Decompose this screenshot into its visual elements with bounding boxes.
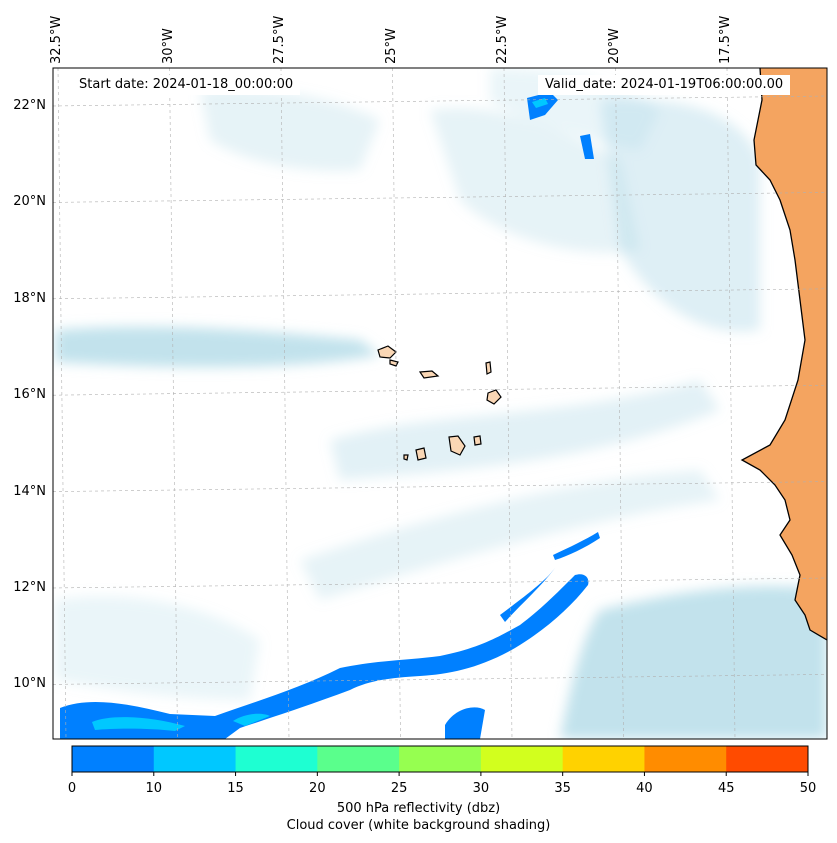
island	[448, 435, 466, 456]
cloud-band-north	[55, 326, 380, 368]
colorbar-segment	[726, 746, 809, 772]
colorbar-tick-label: 40	[636, 781, 653, 796]
meridian-gridline	[280, 67, 290, 740]
colorbar-segment	[562, 746, 645, 772]
reflectivity-patch-northeast	[580, 134, 594, 159]
meridian-gridline	[57, 67, 67, 740]
reflectivity-contours	[60, 92, 600, 739]
reflectivity-band-upper	[500, 568, 555, 622]
colorbar-tick-label: 0	[67, 781, 77, 796]
island	[377, 345, 397, 359]
island	[415, 447, 427, 461]
island	[485, 361, 492, 375]
latitude-label: 22°N	[13, 98, 46, 113]
longitude-label: 32.5°W	[49, 15, 64, 64]
colorbar-label-reflectivity: 500 hPa reflectivity (dbz)	[336, 801, 501, 816]
colorbar-tick-label: 10	[145, 781, 163, 796]
island	[418, 370, 440, 379]
longitude-label: 17.5°W	[718, 15, 733, 64]
gridlines	[52, 67, 828, 740]
meridian-gridline	[503, 67, 513, 740]
meridian-gridline	[392, 67, 401, 740]
meridian-gridline	[169, 67, 178, 740]
map-frame	[52, 67, 828, 740]
latitude-label: 12°N	[13, 580, 46, 595]
reflectivity-core-15dbz	[233, 713, 270, 726]
coastline	[740, 68, 827, 641]
colorbar-tick-label: 45	[717, 781, 735, 796]
colorbar-segment	[153, 746, 237, 772]
meridian-gridline	[615, 67, 624, 740]
colorbar-label-cloud-cover: Cloud cover (white background shading)	[286, 818, 551, 833]
colorbar-segment	[480, 746, 564, 772]
colorbar-tick-label: 15	[227, 781, 244, 796]
colorbar-tick-label: 25	[390, 781, 408, 796]
latitude-label: 18°N	[13, 290, 46, 306]
latitude-label: 16°N	[13, 387, 46, 403]
cloud-patch-southeast	[560, 586, 827, 739]
start-date-label: Start date: 2024-01-18_00:00:00	[72, 75, 301, 95]
colorbar	[71, 745, 809, 776]
longitude-label: 27.5°W	[272, 15, 287, 64]
colorbar-segment	[644, 746, 727, 772]
cloud-cover-shading	[55, 68, 827, 739]
cloud-patch-northwest	[200, 88, 380, 171]
colorbar-segment	[317, 746, 400, 772]
reflectivity-streak-east	[553, 532, 600, 560]
colorbar-tick-label: 50	[799, 781, 817, 796]
cloud-patch-southwest	[55, 596, 260, 700]
colorbar-tick-label: 30	[472, 781, 490, 796]
colorbar-frame	[71, 745, 809, 773]
reflectivity-core-15dbz	[532, 98, 548, 108]
island	[403, 454, 409, 461]
island	[486, 389, 502, 405]
reflectivity-core-15dbz	[92, 717, 185, 731]
cloud-patch-east	[600, 99, 760, 332]
cloud-band-south	[300, 470, 720, 600]
valid-date-label: Valid_date: 2024-01-19T06:00:00.00	[538, 75, 791, 95]
colorbar-tick-label: 20	[309, 781, 326, 796]
colorbar-segment	[399, 746, 482, 772]
longitude-label: 30°W	[160, 28, 176, 64]
latitude-label: 10°N	[13, 676, 46, 692]
cape-verde-islands	[377, 345, 502, 461]
land-africa-coast	[742, 68, 827, 640]
latitude-label: 14°N	[13, 483, 46, 499]
colorbar-segment	[235, 746, 318, 772]
reflectivity-patch-south	[445, 707, 485, 739]
colorbar-tick-label: 35	[554, 781, 571, 796]
colorbar-segment	[72, 746, 155, 772]
longitude-label: 22.5°W	[495, 15, 510, 64]
reflectivity-patch-north	[527, 92, 558, 120]
cloud-band-middle	[330, 380, 720, 480]
island	[473, 435, 482, 446]
longitude-label: 20°W	[606, 28, 622, 64]
meridian-gridline	[726, 67, 736, 740]
longitude-label: 25°W	[383, 28, 399, 64]
latitude-label: 20°N	[13, 194, 46, 210]
